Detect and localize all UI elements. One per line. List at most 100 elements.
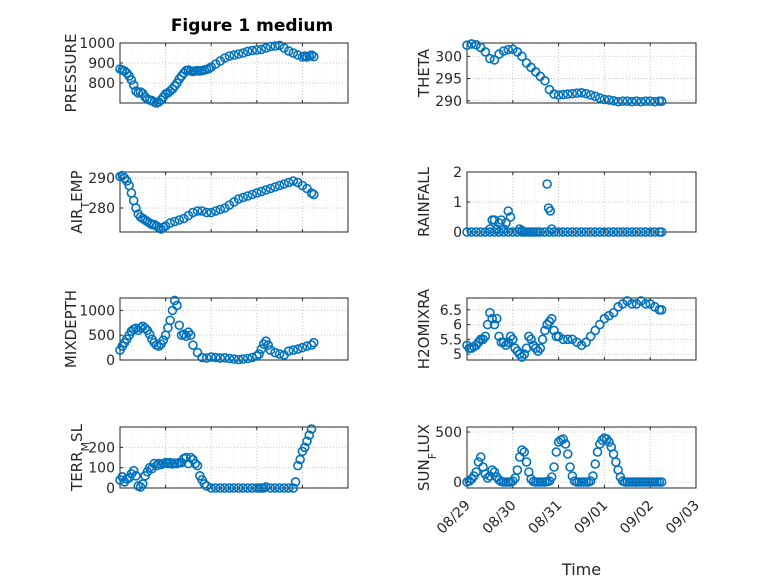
data-point xyxy=(242,353,253,364)
series-points xyxy=(115,424,317,493)
data-point xyxy=(595,227,605,237)
axes-box xyxy=(466,42,697,104)
data-point xyxy=(558,89,568,100)
data-point xyxy=(153,341,164,351)
data-point xyxy=(192,347,203,358)
y-axis-label: PRESSURE xyxy=(62,34,80,113)
data-point xyxy=(247,483,258,493)
data-point xyxy=(192,460,203,471)
data-point xyxy=(251,351,262,361)
data-point xyxy=(549,89,559,99)
data-point xyxy=(293,344,303,354)
data-point xyxy=(567,227,578,237)
data-point xyxy=(306,340,317,350)
data-point xyxy=(613,227,623,237)
data-point xyxy=(521,457,532,467)
x-tick-label: 09/03 xyxy=(663,498,703,538)
data-point xyxy=(288,483,299,493)
y-axis-label: AIRTEMP xyxy=(68,170,92,233)
data-point xyxy=(553,90,564,100)
data-point xyxy=(233,49,244,59)
data-point xyxy=(238,192,248,203)
data-point xyxy=(546,224,557,234)
data-point xyxy=(517,51,527,62)
data-point xyxy=(608,307,619,318)
data-point xyxy=(279,179,289,189)
data-point xyxy=(165,218,175,228)
data-point xyxy=(256,186,267,197)
data-point xyxy=(482,473,493,483)
y-tick-label: 5.5 xyxy=(440,332,462,348)
data-point xyxy=(627,96,637,107)
data-point xyxy=(503,44,514,55)
data-point xyxy=(631,96,642,107)
data-point xyxy=(242,46,253,57)
data-point xyxy=(519,447,530,457)
y-axis-label: MIXDEPTH xyxy=(62,290,80,368)
data-point xyxy=(491,224,502,234)
data-point xyxy=(590,325,601,336)
data-point xyxy=(238,48,248,58)
data-point xyxy=(489,467,500,477)
data-point xyxy=(265,183,276,194)
data-point xyxy=(487,465,497,475)
data-point xyxy=(599,94,610,105)
x-tick-label: 09/02 xyxy=(617,498,657,538)
y-tick-label: 0 xyxy=(453,225,462,241)
data-point xyxy=(215,483,226,493)
data-point xyxy=(270,41,280,51)
data-point xyxy=(545,206,556,216)
data-point xyxy=(517,225,527,236)
data-point xyxy=(560,439,571,449)
axes-box xyxy=(466,297,697,361)
data-point xyxy=(251,45,262,55)
data-point xyxy=(656,305,667,315)
panel-h2omixra: 55.566.5 H2OMIXRA xyxy=(415,288,697,369)
data-point xyxy=(261,43,271,53)
data-point xyxy=(185,452,196,463)
data-point xyxy=(274,349,285,359)
data-point xyxy=(247,45,258,56)
x-tick-label: 08/31 xyxy=(526,498,566,538)
data-point xyxy=(640,96,651,107)
y-tick-label: 500 xyxy=(435,425,462,441)
data-point xyxy=(567,88,578,99)
data-point xyxy=(604,437,614,447)
data-point xyxy=(549,462,559,472)
data-point xyxy=(519,349,530,359)
data-point xyxy=(656,477,667,487)
data-point xyxy=(489,319,500,330)
series-points xyxy=(115,295,319,365)
y-tick-label: 1000 xyxy=(79,303,115,319)
data-point xyxy=(535,343,546,353)
series-points xyxy=(115,40,319,108)
data-point xyxy=(204,63,214,74)
data-point xyxy=(507,334,518,345)
y-tick-label: 200 xyxy=(88,440,115,456)
y-tick-label: 290 xyxy=(435,94,462,110)
data-point xyxy=(480,47,491,57)
data-point xyxy=(517,445,527,455)
data-point xyxy=(462,40,472,51)
data-point xyxy=(622,96,633,107)
data-point xyxy=(636,96,646,107)
data-point xyxy=(167,305,178,316)
data-point xyxy=(656,96,667,107)
data-point xyxy=(567,471,578,481)
data-point xyxy=(229,354,239,364)
data-point xyxy=(656,227,667,237)
data-point xyxy=(487,313,497,324)
data-point xyxy=(190,458,201,469)
data-point xyxy=(304,430,315,440)
data-point xyxy=(185,330,196,341)
data-point xyxy=(627,227,637,237)
series-points xyxy=(462,433,667,487)
series-points xyxy=(462,179,667,237)
y-axis-label: RAINFALL xyxy=(415,166,433,237)
data-point xyxy=(174,215,185,225)
data-point xyxy=(270,347,280,358)
data-point xyxy=(238,354,248,364)
data-point xyxy=(206,207,216,218)
y-tick-label: 6 xyxy=(453,318,462,334)
series-points xyxy=(115,170,319,234)
